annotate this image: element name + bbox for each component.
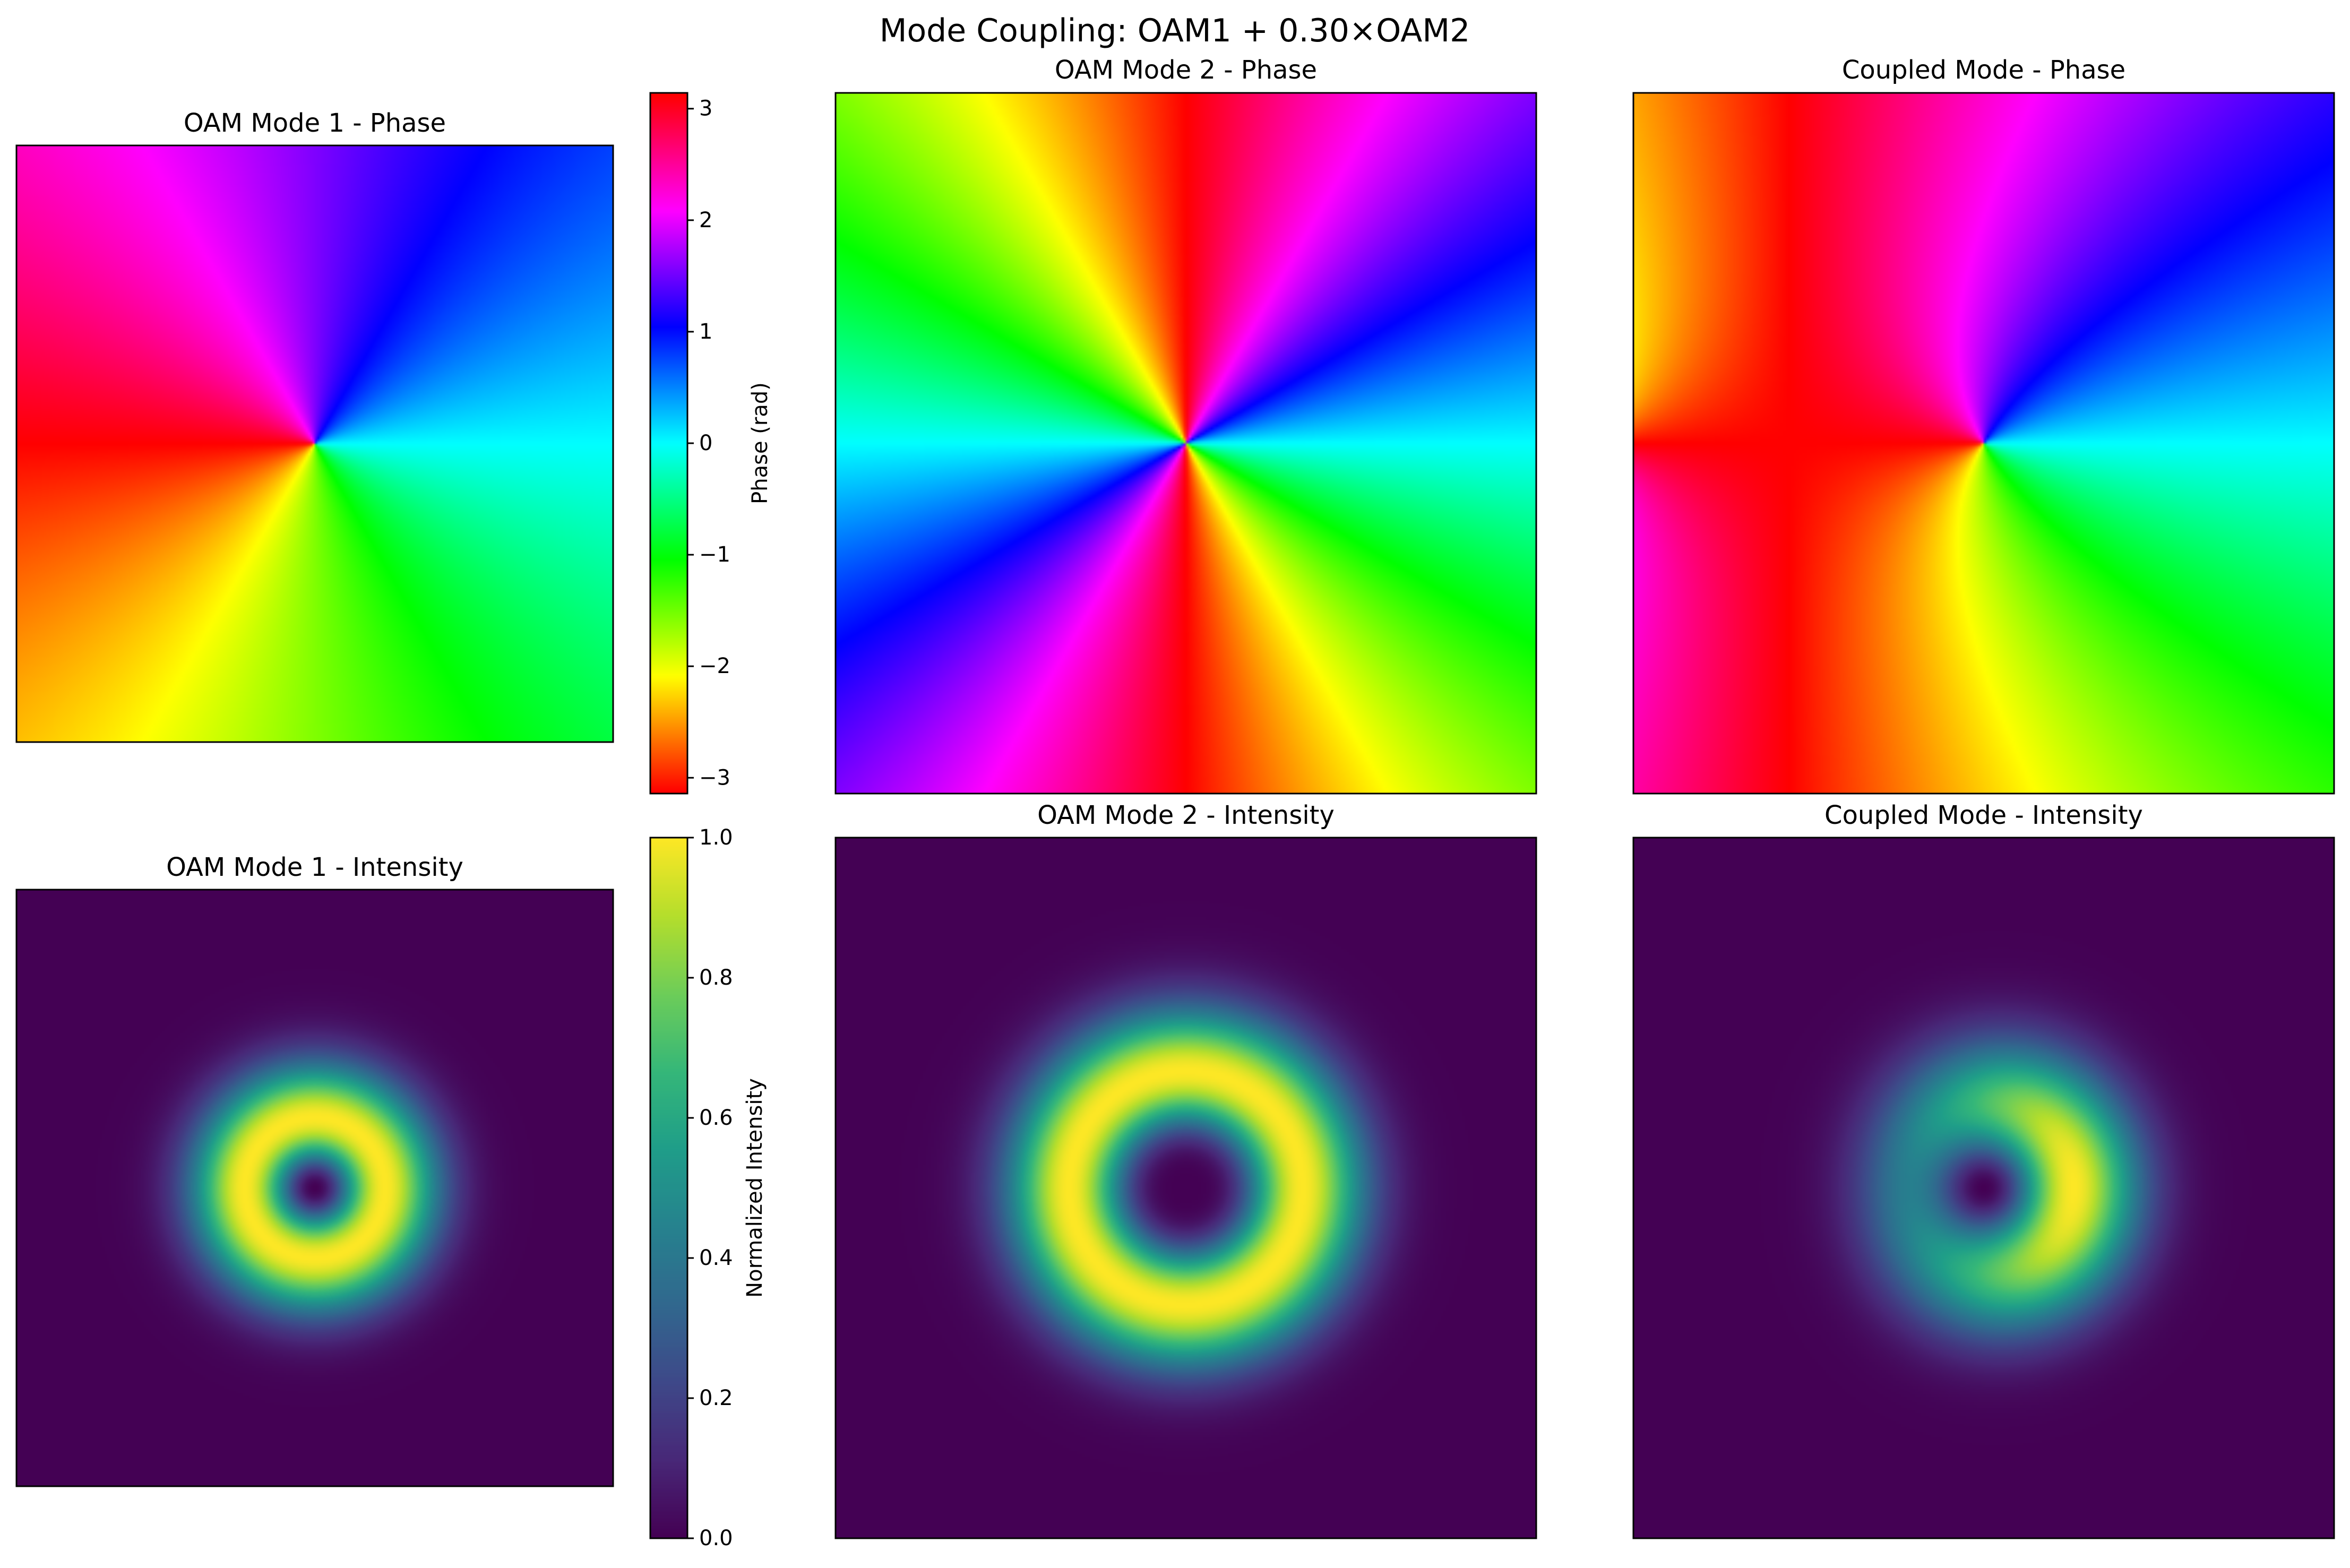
colorbar-intensity-frame <box>649 837 688 1539</box>
figure-title: Mode Coupling: OAM1 + 0.30×OAM2 <box>880 12 1470 49</box>
panel-title-coupled-intensity: Coupled Mode - Intensity <box>1824 800 2143 830</box>
heatmap-oam1-phase <box>16 145 613 742</box>
colorbar-phase-ticks: −3 −2 −1 0 1 2 3 <box>687 97 730 790</box>
colorbar-tick-label: 0.2 <box>699 1386 733 1410</box>
panel-frame-coupled-intensity <box>1632 837 2335 1539</box>
colorbar-tick-label: 0 <box>699 431 712 455</box>
colorbar-tick-label: 0.0 <box>699 1526 733 1550</box>
colorbar-tick-label: −1 <box>699 542 730 567</box>
panel-frame-coupled-phase <box>1632 92 2335 795</box>
panel-oam1-intensity <box>15 889 614 1487</box>
colorbar-tick-label: 1 <box>699 320 712 344</box>
heatmap-oam1-intensity <box>16 890 613 1486</box>
heatmap-oam2-phase <box>836 93 1536 794</box>
colorbar-tick-label: −3 <box>699 765 730 790</box>
panel-oam1-phase <box>15 144 614 743</box>
panel-frame-oam2-intensity <box>834 837 1537 1539</box>
heatmap-coupled-intensity <box>1633 838 2334 1538</box>
colorbar-tick-label: 1.0 <box>699 825 733 850</box>
colorbar-phase-gradient <box>650 93 687 794</box>
panel-title-oam1-phase: OAM Mode 1 - Phase <box>184 108 446 138</box>
colorbar-tick-label: 0.6 <box>699 1106 733 1130</box>
panel-title-oam2-intensity: OAM Mode 2 - Intensity <box>1037 800 1335 830</box>
colorbar-phase-label: Phase (rad) <box>748 382 772 504</box>
panel-frame-oam1-intensity <box>15 889 614 1487</box>
colorbar-phase: −3 −2 −1 0 1 2 3 Phase (rad) <box>649 92 772 795</box>
heatmap-coupled-phase <box>1633 93 2334 794</box>
colorbar-intensity-ticks: 0.0 0.2 0.4 0.6 0.8 1.0 <box>687 825 733 1550</box>
colorbar-tick-label: 0.8 <box>699 966 733 990</box>
colorbar-intensity: 0.0 0.2 0.4 0.6 0.8 1.0 Normalized Intensity <box>649 825 767 1550</box>
colorbar-tick-label: 0.4 <box>699 1246 733 1270</box>
panel-frame-oam1-phase <box>15 144 614 743</box>
panel-oam2-phase <box>834 92 1537 795</box>
colorbar-intensity-label: Normalized Intensity <box>743 1078 767 1298</box>
panel-oam2-intensity <box>834 837 1537 1539</box>
panel-title-oam1-intensity: OAM Mode 1 - Intensity <box>166 852 463 882</box>
colorbar-tick-label: −2 <box>699 654 730 678</box>
panel-title-coupled-phase: Coupled Mode - Phase <box>1842 55 2125 85</box>
heatmap-oam2-intensity <box>836 838 1536 1538</box>
colorbar-intensity-gradient <box>650 838 687 1538</box>
colorbar-tick-label: 2 <box>699 208 712 232</box>
colorbar-tick-label: 3 <box>699 97 712 121</box>
panel-coupled-phase <box>1632 92 2335 795</box>
panel-frame-oam2-phase <box>834 92 1537 795</box>
panel-coupled-intensity <box>1632 837 2335 1539</box>
panel-title-oam2-phase: OAM Mode 2 - Phase <box>1055 55 1317 85</box>
